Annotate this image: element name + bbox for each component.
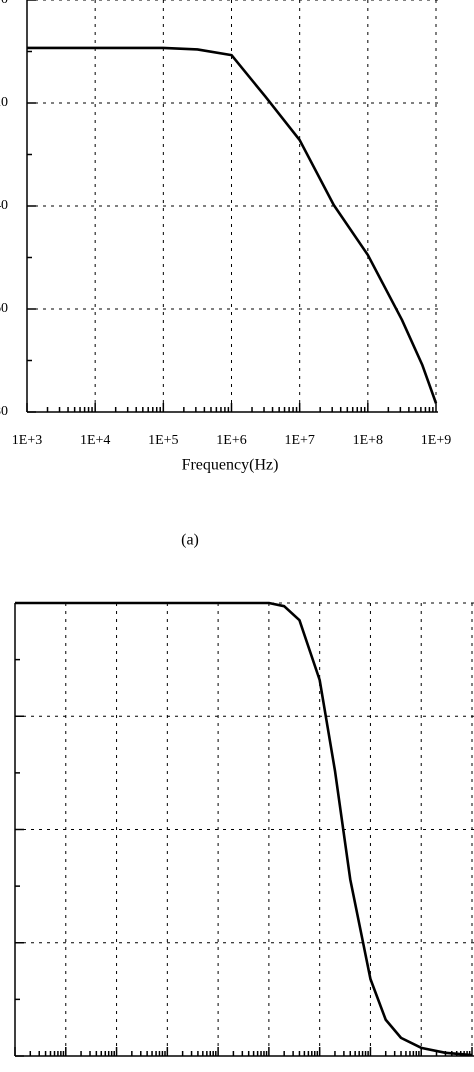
x-axis-label: Frequency(Hz) [182,457,279,474]
caption: (a) [181,532,199,549]
y-tick-label: -40 [0,198,8,213]
data-line [15,601,473,1057]
y-tick-label: 0 [1,0,8,7]
y-tick-label: -80 [0,404,8,419]
x-tick-label: 1E+6 [216,433,246,448]
x-tick-label: 1E+7 [284,433,314,448]
x-tick-label: 1E+3 [12,433,42,448]
x-tick-label: 1E+4 [80,433,110,448]
x-tick-label: 1E+9 [421,433,451,448]
x-tick-label: 1E+8 [353,433,383,448]
y-tick-label: -20 [0,95,8,110]
data-line [27,46,438,404]
x-tick-label: 1E+5 [148,433,178,448]
y-tick-label: -60 [0,301,8,316]
